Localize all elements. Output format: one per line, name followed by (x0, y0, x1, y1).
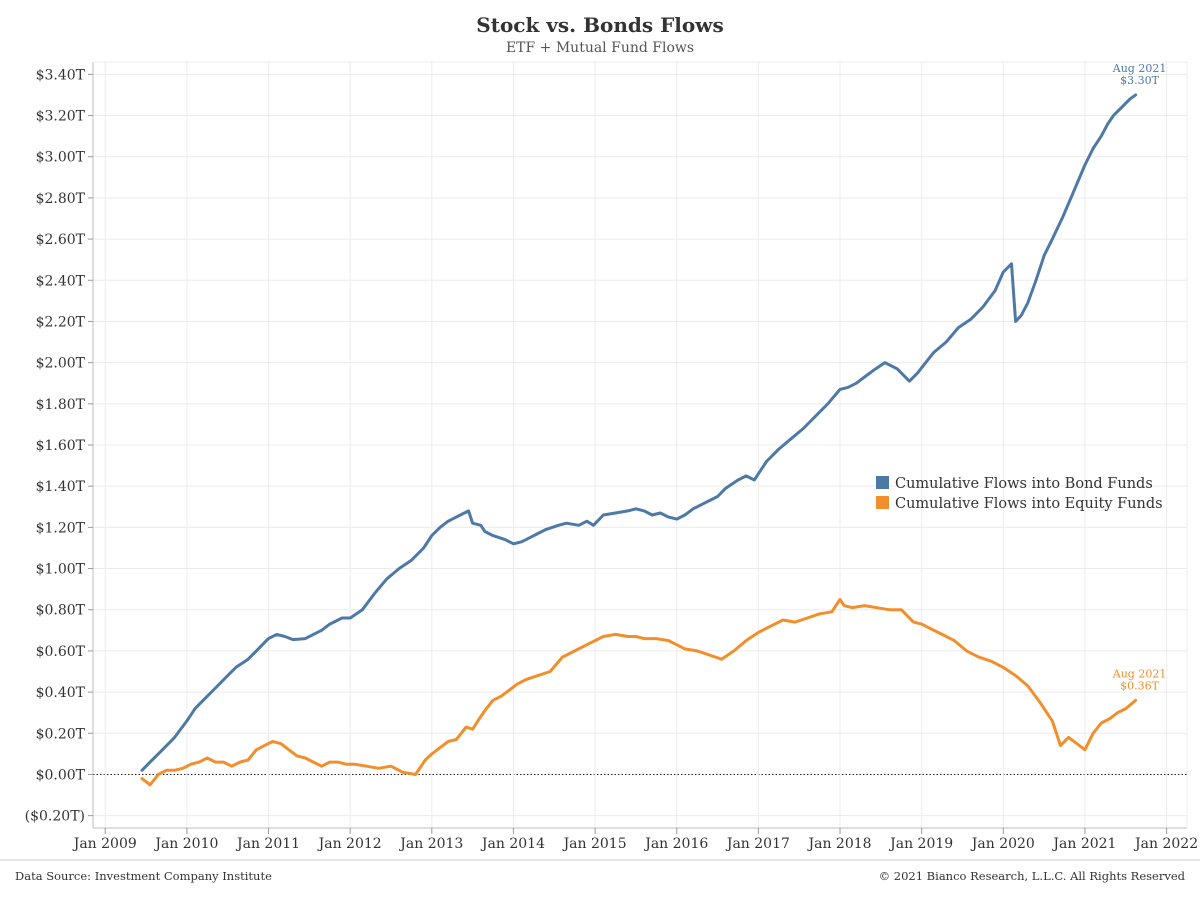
y-axis-ticks: $3.40T $3.20T $3.00T $2.80T $2.60T $2.40T $2.2… (25, 67, 93, 825)
legend-entry: Cumulative Flows into Bond Funds (895, 476, 1153, 492)
x-tick-label: Jan 2018 (806, 836, 871, 852)
series-lines (140, 93, 1138, 787)
legend-entry: Cumulative Flows into Equity Funds (895, 496, 1163, 512)
x-tick-label: Jan 2010 (153, 836, 218, 852)
end-label-date: Aug 2021 (1112, 667, 1167, 680)
legend: Cumulative Flows into Bond Funds Cumulati… (876, 476, 1163, 512)
y-tick-label: $0.00T (36, 767, 86, 783)
end-label-value: $0.36T (1120, 679, 1159, 692)
y-tick-label: $0.60T (36, 644, 86, 660)
y-tick-label: ($0.20T) (25, 809, 85, 825)
footer-source: Data Source: Investment Company Institut… (15, 869, 272, 883)
y-tick-label: $0.20T (36, 726, 86, 742)
x-tick-label: Jan 2017 (725, 836, 790, 852)
y-tick-label: $2.20T (36, 314, 86, 330)
x-tick-label: Jan 2011 (235, 836, 300, 852)
x-tick-label: Jan 2020 (970, 836, 1035, 852)
gridlines (93, 62, 1187, 828)
y-tick-label: $2.80T (36, 191, 86, 207)
x-tick-label: Jan 2015 (562, 836, 627, 852)
legend-swatch (876, 496, 889, 509)
y-tick-label: $3.00T (36, 150, 86, 166)
y-tick-label: $3.20T (36, 109, 86, 125)
chart-title: Stock vs. Bonds Flows (476, 13, 723, 37)
y-tick-label: $1.40T (36, 479, 86, 495)
x-tick-label: Jan 2022 (1133, 836, 1198, 852)
y-tick-label: $3.40T (36, 67, 86, 83)
y-tick-label: $1.60T (36, 438, 86, 454)
x-tick-label: Jan 2009 (72, 836, 137, 852)
end-label-value: $3.30T (1120, 74, 1159, 87)
y-tick-label: $1.20T (36, 520, 86, 536)
y-tick-label: $2.40T (36, 273, 86, 289)
x-tick-label: Jan 2019 (888, 836, 953, 852)
x-tick-label: Jan 2016 (643, 836, 708, 852)
x-tick-label: Jan 2012 (317, 836, 382, 852)
y-tick-label: $1.80T (36, 397, 86, 413)
plot-frame (0, 61, 1200, 861)
equity-funds-line (140, 597, 1138, 787)
y-tick-label: $2.60T (36, 232, 86, 248)
bond-funds-line (140, 93, 1138, 772)
chart-subtitle: ETF + Mutual Fund Flows (506, 40, 694, 56)
y-tick-label: $2.00T (36, 356, 86, 372)
legend-swatch (876, 476, 889, 489)
x-axis-ticks: Jan 2009 Jan 2010 Jan 2011 Jan 2012 Jan 2013… (72, 828, 1198, 852)
footer-copyright: © 2021 Bianco Research, L.L.C. All Right… (879, 869, 1186, 883)
x-tick-label: Jan 2014 (480, 836, 545, 852)
y-tick-label: $1.00T (36, 562, 86, 578)
y-tick-label: $0.80T (36, 603, 86, 619)
x-tick-label: Jan 2021 (1051, 836, 1116, 852)
y-tick-label: $0.40T (36, 685, 86, 701)
x-tick-label: Jan 2013 (398, 836, 463, 852)
end-label-date: Aug 2021 (1112, 62, 1167, 75)
